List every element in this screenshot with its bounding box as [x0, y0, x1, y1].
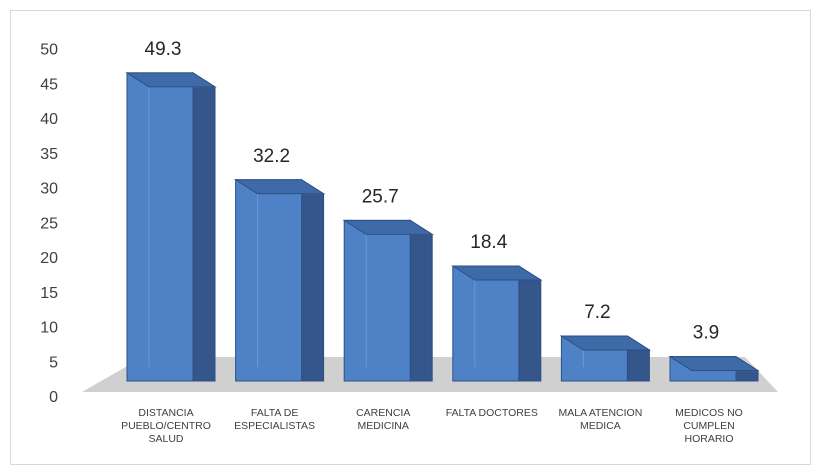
category-label: MALA ATENCION MEDICA	[558, 407, 642, 432]
bar-front	[235, 179, 303, 382]
data-labels: 49.3 32.2 25.7 18.4 7.2 3.9	[145, 39, 720, 344]
category-label-line: CUMPLEN	[683, 420, 734, 432]
y-tick-label: 30	[40, 181, 58, 198]
bar-top	[451, 265, 543, 281]
data-label: 32.2	[253, 146, 290, 167]
data-label: 7.2	[584, 302, 610, 323]
bars	[125, 71, 760, 382]
category-label-line: MALA ATENCION	[558, 407, 642, 419]
y-tick-label: 45	[40, 76, 58, 93]
data-label: 3.9	[693, 323, 719, 344]
category-label-line: ESPECIALISTAS	[234, 420, 315, 432]
category-label-line: MEDICA	[580, 420, 621, 432]
bar	[233, 178, 326, 382]
category-label-line: DISTANCIA	[138, 407, 193, 419]
bar	[342, 219, 434, 382]
y-tick-label: 10	[40, 320, 58, 337]
category-label-line: MEDICOS NO	[675, 407, 743, 419]
bar-top	[559, 335, 652, 351]
y-axis: 0 5 10 15 20 25 30 35 40 45 50	[40, 42, 58, 407]
category-label-line: MEDICINA	[358, 420, 409, 432]
category-label-line: CARENCIA	[356, 407, 410, 419]
y-tick-label: 15	[40, 285, 58, 302]
bar-front	[126, 72, 194, 382]
bar-top	[668, 356, 760, 372]
bar-side	[192, 71, 216, 382]
category-label: MEDICOS NO CUMPLEN HORARIO	[675, 407, 743, 445]
category-label-line: HORARIO	[684, 433, 733, 445]
category-label: FALTA DE ESPECIALISTAS	[234, 407, 315, 432]
bar	[451, 265, 543, 382]
category-label-line: FALTA DOCTORES	[446, 407, 538, 419]
y-tick-label: 20	[40, 250, 58, 267]
bar-front	[343, 219, 411, 382]
y-tick-label: 35	[40, 146, 58, 163]
bar-top	[233, 179, 326, 195]
category-label-line: SALUD	[148, 433, 183, 445]
category-label-line: PUEBLO/CENTRO	[121, 420, 211, 432]
category-label: FALTA DOCTORES	[446, 407, 538, 419]
category-label-line: FALTA DE	[251, 407, 298, 419]
bar	[125, 71, 217, 382]
y-tick-label: 0	[49, 389, 58, 406]
bar	[668, 355, 760, 382]
x-axis: DISTANCIA PUEBLO/CENTRO SALUD FALTA DE ESPEC…	[121, 407, 743, 445]
bar	[559, 335, 652, 382]
y-tick-label: 40	[40, 111, 58, 128]
y-tick-label: 5	[49, 354, 58, 371]
category-label: DISTANCIA PUEBLO/CENTRO SALUD	[121, 407, 211, 445]
y-tick-label: 25	[40, 215, 58, 232]
bar-top	[125, 72, 217, 88]
bar-side	[518, 265, 542, 382]
data-label: 49.3	[145, 39, 182, 60]
bar-top	[342, 219, 434, 235]
data-label: 25.7	[362, 186, 399, 207]
bar-side	[409, 219, 433, 382]
bar-front	[452, 265, 520, 382]
y-tick-label: 50	[40, 42, 58, 59]
data-label: 18.4	[470, 232, 507, 253]
bar-side	[301, 178, 325, 382]
category-label: CARENCIA MEDICINA	[356, 407, 410, 432]
